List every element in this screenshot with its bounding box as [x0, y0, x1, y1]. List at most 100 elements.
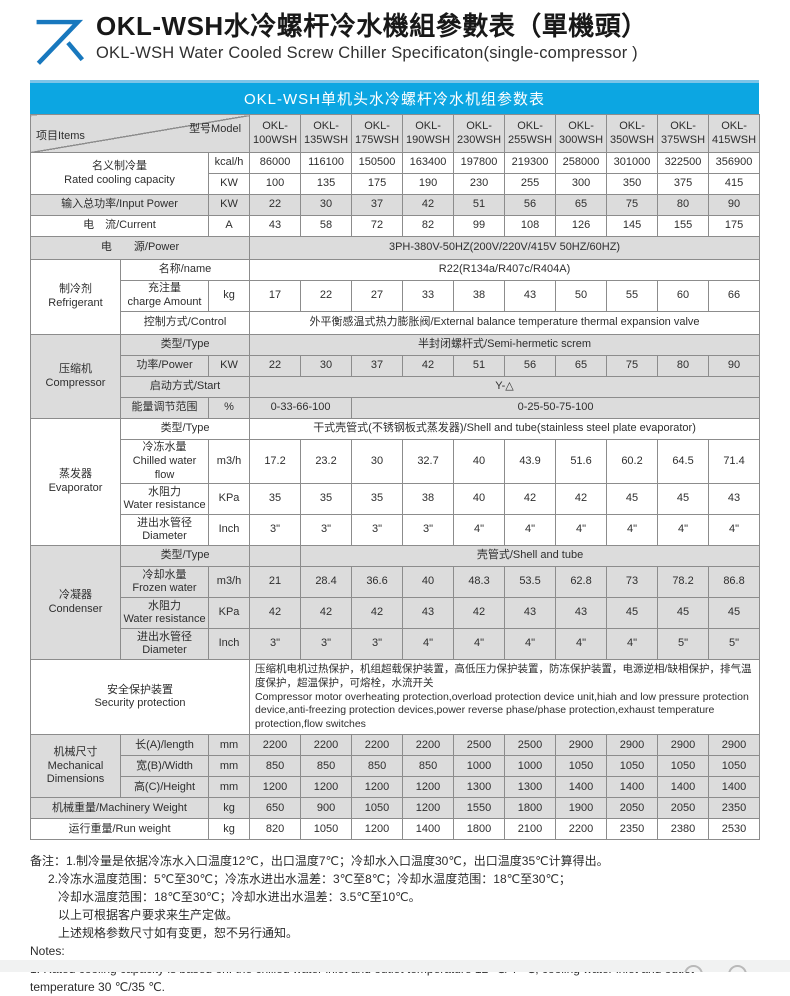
footer-strip	[0, 960, 790, 972]
row-label: 进出水管径 Diameter	[120, 628, 209, 661]
table-cell: 42	[555, 483, 608, 516]
table-cell: 1000	[453, 755, 506, 778]
table-cell: 43.9	[504, 438, 557, 485]
unit-cell: mm	[207, 755, 251, 778]
model-header: OKL- 135WSH	[300, 114, 353, 153]
table-cell: 230	[453, 173, 506, 195]
table-cell: 2200	[351, 734, 404, 757]
table-cell: 650	[249, 797, 302, 820]
row-label: 类型/Type	[119, 334, 251, 356]
table-cell: 60	[657, 280, 710, 312]
table-cell: 17	[249, 280, 302, 312]
table-cell: 43	[555, 597, 608, 630]
table-cell: 72	[351, 215, 404, 237]
table-cell: 2380	[657, 818, 710, 841]
merged-value: 壳管式/Shell and tube	[300, 545, 761, 568]
table-cell: 4"	[555, 628, 608, 661]
table-cell: 2900	[555, 734, 608, 757]
table-cell: 45	[606, 597, 659, 630]
table-cell: 1300	[504, 776, 557, 799]
table-cell: 30	[351, 438, 404, 485]
table-cell: 1900	[555, 797, 608, 820]
table-cell: 4"	[606, 628, 659, 661]
spec-table-wrap: OKL-WSH单机头水冷螺杆冷水机组参数表 项目Items 型号Model OKL-…	[29, 80, 761, 841]
table-cell: 1050	[657, 755, 710, 778]
table-cell: 32.7	[402, 438, 455, 485]
row-label: 电 源/Power	[29, 236, 251, 260]
row-label: 输入总功率/Input Power	[30, 194, 209, 216]
table-cell: 40	[453, 483, 506, 516]
table-cell: 1400	[555, 776, 608, 799]
table-cell: 42	[504, 483, 557, 516]
table-cell: 42	[249, 597, 302, 630]
table-cell: 1400	[708, 776, 761, 799]
table-cell: 2900	[606, 734, 659, 757]
table-cell: 2900	[657, 734, 710, 757]
table-cell: 50	[555, 280, 608, 312]
corner-items-label: 项目Items	[36, 130, 85, 143]
table-cell: 30	[300, 355, 353, 377]
table-cell: 28.4	[300, 566, 353, 599]
note-line: Notes:	[30, 944, 65, 959]
unit-cell: m3/h	[207, 438, 251, 485]
table-cell: 1050	[351, 797, 404, 820]
table-cell: 36.6	[351, 566, 404, 599]
table-cell: 3"	[249, 628, 302, 661]
row-label: 控制方式/Control	[119, 311, 251, 335]
table-cell: 38	[402, 483, 455, 516]
model-header: OKL- 350WSH	[606, 114, 659, 153]
table-cell: 4"	[453, 628, 506, 661]
row-label: 水阻力 Water resistance	[120, 483, 209, 516]
table-cell: 71.4	[708, 438, 761, 485]
table-cell: 2200	[300, 734, 353, 757]
table-cell: 86.8	[708, 566, 761, 599]
table-cell: 40	[402, 566, 455, 599]
table-cell: 2350	[708, 797, 761, 820]
unit-cell: Inch	[207, 628, 251, 661]
table-cell: 82	[402, 215, 455, 237]
table-cell: 155	[657, 215, 710, 237]
unit-cell: m3/h	[207, 566, 251, 599]
section-label: 制冷剂 Refrigerant	[30, 259, 121, 335]
model-header: OKL- 255WSH	[504, 114, 557, 153]
table-cell: 2200	[249, 734, 302, 757]
table-cell: 3"	[351, 628, 404, 661]
merged-value: 压缩机电机过热保护，机组超载保护装置，高低压力保护装置，防冻保护装置，电源逆相/…	[249, 659, 761, 736]
footer-ring-icon	[728, 965, 747, 972]
table-cell: 55	[606, 280, 659, 312]
unit-cell: KW	[207, 194, 251, 216]
table-cell: 53.5	[504, 566, 557, 599]
brand-arrow-icon	[36, 19, 85, 65]
table-cell: 2200	[402, 734, 455, 757]
table-cell: 135	[300, 173, 353, 195]
table-cell: 56	[504, 194, 557, 216]
table-cell: 43	[249, 215, 302, 237]
unit-cell: KW	[207, 355, 251, 377]
table-cell: 850	[402, 755, 455, 778]
unit-cell: A	[207, 215, 251, 237]
table-cell: 73	[606, 566, 659, 599]
note-line: 以上可根据客户要求来生产定做。	[58, 908, 239, 923]
corner-model-label: 型号Model	[189, 123, 242, 135]
merged-value: 干式壳管式(不锈钢板式蒸发器)/Shell and tube(stainless…	[249, 418, 761, 440]
table-cell: 258000	[555, 152, 608, 174]
row-label: 宽(B)/Width	[120, 755, 209, 778]
table-cell: 5"	[657, 628, 710, 661]
corner-cell: 项目Items 型号Model	[29, 114, 251, 153]
row-label: 水阻力 Water resistance	[120, 597, 209, 630]
row-label: 启动方式/Start	[119, 376, 251, 398]
table-cell: 356900	[708, 152, 761, 174]
merged-value: 半封闭螺杆式/Semi-hermetic screm	[249, 334, 761, 356]
table-cell: 4"	[606, 514, 659, 547]
table-cell: 4"	[708, 514, 761, 547]
row-label: 充注量 charge Amount	[120, 280, 209, 312]
table-cell: 90	[708, 355, 761, 377]
table-cell: 58	[300, 215, 353, 237]
table-cell: 43	[402, 597, 455, 630]
table-banner: OKL-WSH单机头水冷螺杆冷水机组参数表	[30, 80, 759, 114]
unit-cell: KPa	[207, 597, 251, 630]
row-label: 名称/name	[119, 259, 251, 281]
note-line: 冷却水温度范围：18℃至30℃；冷却水进出水温差：3.5℃至10℃。	[58, 890, 421, 905]
table-cell: 1050	[606, 755, 659, 778]
table-cell: 65	[555, 194, 608, 216]
